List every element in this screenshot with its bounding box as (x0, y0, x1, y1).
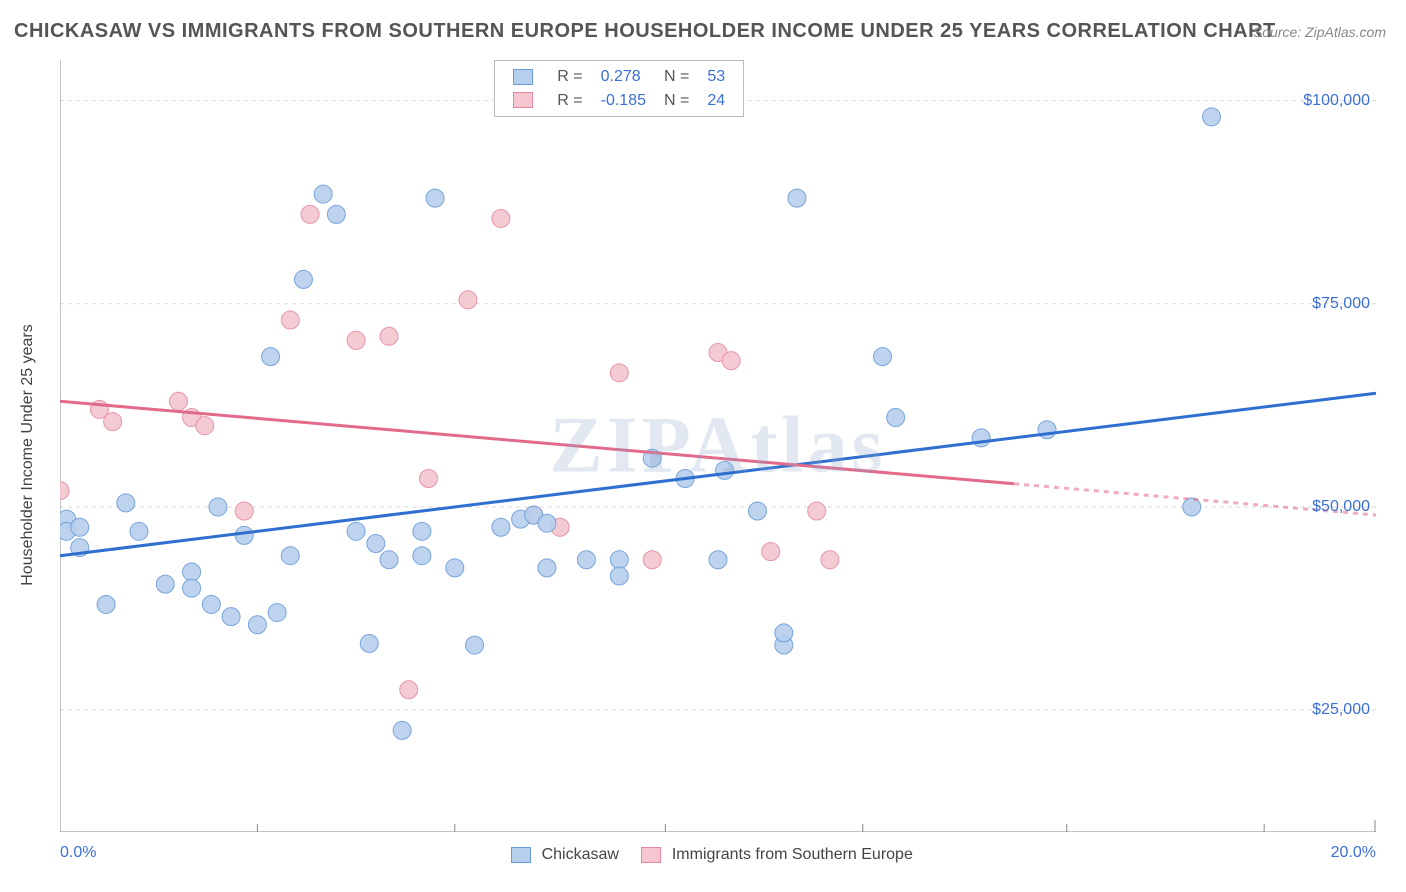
chart-svg (60, 60, 1376, 832)
scatter-chart: ZIPAtlas $25,000$50,000$75,000$100,000 R… (60, 60, 1376, 832)
bottom-legend: Chickasaw Immigrants from Southern Europ… (0, 846, 1406, 864)
legend-swatch-immigrants (641, 847, 661, 863)
y-tick-label: $50,000 (1312, 498, 1370, 516)
y-tick-label: $25,000 (1312, 701, 1370, 719)
legend-label-immigrants: Immigrants from Southern Europe (672, 846, 913, 863)
chart-title: CHICKASAW VS IMMIGRANTS FROM SOUTHERN EU… (14, 20, 1276, 43)
y-tick-label: $75,000 (1312, 295, 1370, 313)
legend-swatch-chickasaw (511, 847, 531, 863)
legend-label-chickasaw: Chickasaw (542, 846, 619, 863)
y-tick-label: $100,000 (1303, 92, 1370, 110)
correlation-stats-box: R = 0.278 N = 53 R = -0.185 N = 24 (494, 60, 744, 117)
y-axis-label: Householder Income Under 25 years (19, 324, 37, 585)
source-attribution: Source: ZipAtlas.com (1253, 24, 1386, 40)
